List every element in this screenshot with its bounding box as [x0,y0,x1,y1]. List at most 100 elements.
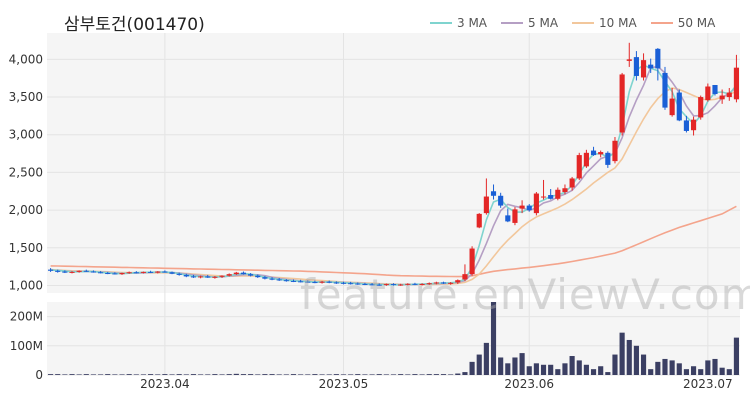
candle [105,273,111,275]
candle [719,95,725,100]
candle [633,57,639,76]
candle [655,48,661,69]
candle [519,205,525,209]
x-tick-label: 2023.06 [504,377,554,391]
volume-bar [676,363,682,375]
candle [662,72,668,108]
candle [205,276,211,278]
volume-bar [355,374,361,375]
candle [155,271,161,273]
candle [505,215,511,222]
volume-bar [576,360,582,375]
price-tick-label: 3,000 [9,128,43,142]
volume-bar [726,369,732,375]
volume-bar [626,339,632,375]
candle [498,195,504,206]
volume-bar [55,374,61,375]
volume-bar [212,374,218,375]
candle [419,283,425,285]
candle [140,271,147,273]
volume-bar [183,374,189,375]
volume-bar [462,372,468,375]
legend: 3 MA 5 MA 10 MA 50 MA [430,16,729,30]
candle [619,74,625,133]
candle [726,92,732,98]
volume-bar [526,366,532,375]
volume-bar [640,354,647,375]
volume-bar [112,374,118,375]
volume-bar [605,372,611,375]
volume-bar [619,332,625,375]
volume-bar [612,354,618,375]
volume-bar [162,374,168,375]
volume-bar [555,369,561,375]
volume-bar [119,374,125,375]
volume-bar [333,374,339,375]
volume-bar [476,354,482,375]
volume-bar [155,374,161,375]
x-tick-label: 2023.07 [683,377,733,391]
volume-bar [105,374,111,375]
volume-bar [83,374,89,375]
candle [90,271,97,273]
legend-label: 5 MA [528,16,559,30]
candle [533,193,539,214]
volume-bar [362,374,368,375]
volume-bar [283,374,289,375]
candle [612,140,618,162]
candle [512,209,518,223]
candle [476,213,482,228]
volume-bar [519,353,525,375]
volume-bar [683,369,689,375]
candle [405,283,411,285]
volume-bar [533,363,539,375]
volume-bar [148,374,154,375]
price-tick-label: 1,500 [9,241,43,255]
candle [690,119,697,131]
volume-bar [490,302,497,375]
volume-bar [712,358,718,375]
candle [255,275,261,278]
volume-bar [90,374,97,375]
volume-bar [205,374,211,375]
candle [555,189,561,199]
candle [640,60,647,78]
candle [369,284,375,286]
volume-bar [383,374,389,375]
volume-bar [540,364,547,375]
volume-bar [405,374,411,375]
volume-bar [662,358,668,375]
candle [626,59,632,61]
candle [305,281,311,283]
candle [412,283,418,285]
candle [326,281,332,283]
candle [583,152,589,167]
candle [383,284,389,286]
volume-bar [248,374,254,375]
candle [148,271,154,273]
candle [683,120,689,131]
candle [569,178,575,188]
volume-bar [133,374,139,375]
volume-tick-label: 200M [10,310,43,324]
volume-tick-label: 100M [10,339,43,353]
volume-bar [76,374,82,375]
candle [676,92,682,121]
candle [76,270,82,272]
volume-bar [598,366,604,375]
legend-swatch [572,22,595,24]
candle [733,67,739,100]
candle [605,152,611,165]
candle [169,272,175,274]
candle [198,276,204,278]
legend-item: 3 MA [430,16,487,30]
volume-bar [419,374,425,375]
candle [55,270,61,272]
volume-bar [69,374,75,375]
candle [490,191,497,196]
volume-bar [448,374,454,375]
candle [698,97,704,118]
volume-bar [48,374,54,375]
